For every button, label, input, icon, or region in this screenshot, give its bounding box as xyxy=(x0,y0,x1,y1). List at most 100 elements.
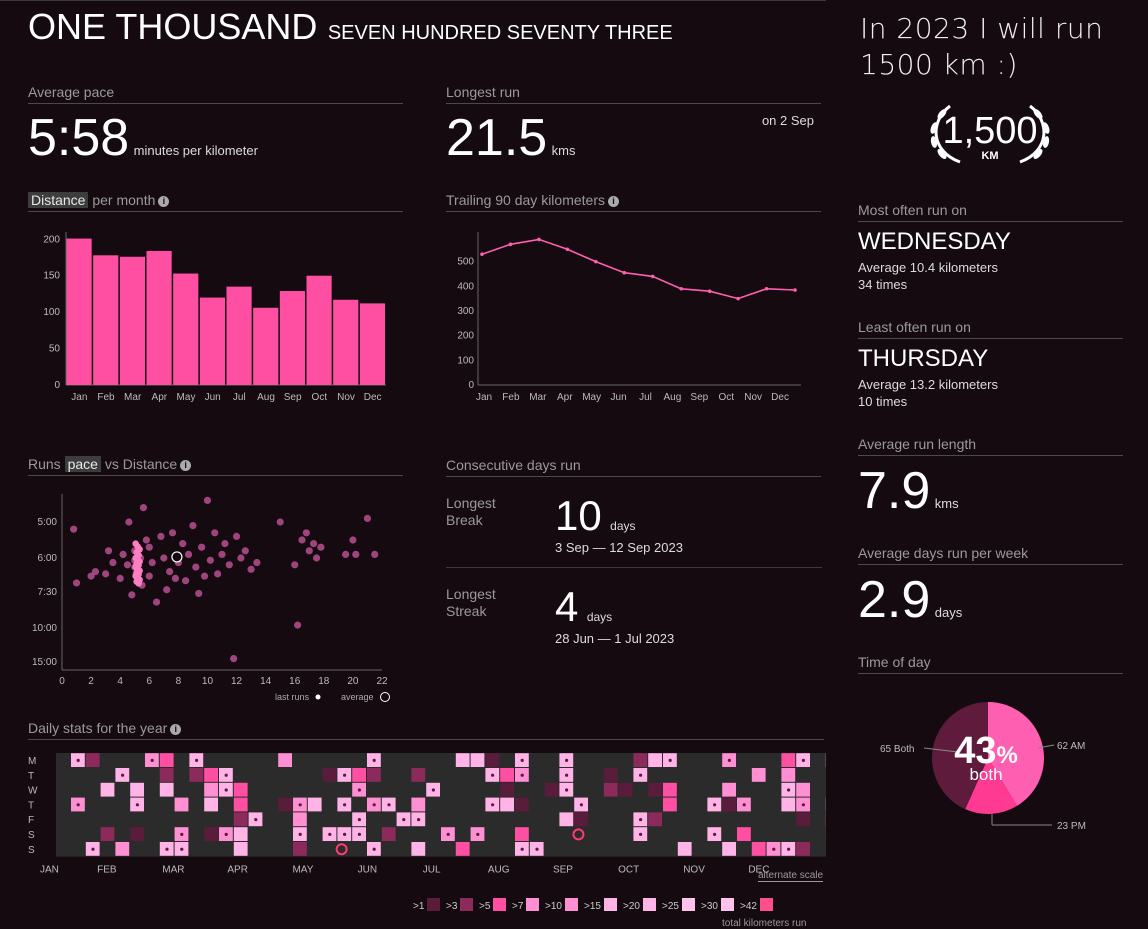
bar[interactable] xyxy=(147,251,172,385)
heatmap-cell[interactable] xyxy=(308,798,322,812)
heatmap-cell[interactable] xyxy=(604,783,618,797)
scatter-point[interactable] xyxy=(124,561,131,568)
scatter-point[interactable] xyxy=(102,570,109,577)
scatter-point[interactable] xyxy=(192,563,199,570)
heatmap-cell[interactable] xyxy=(130,827,144,841)
pace-toggle[interactable]: pace xyxy=(65,456,101,472)
scatter-point[interactable] xyxy=(201,573,208,580)
heatmap-cell[interactable] xyxy=(411,768,425,782)
line-point[interactable] xyxy=(651,275,655,279)
line-point[interactable] xyxy=(566,247,570,251)
scatter-point[interactable] xyxy=(342,551,349,558)
heatmap-cell[interactable] xyxy=(722,798,736,812)
heatmap-cell[interactable] xyxy=(411,842,425,856)
line-point[interactable] xyxy=(622,271,626,275)
heatmap-cell[interactable] xyxy=(545,783,559,797)
heatmap-cell[interactable] xyxy=(234,798,248,812)
bar[interactable] xyxy=(173,274,198,385)
heatmap-cell[interactable] xyxy=(234,827,248,841)
heatmap-cell[interactable] xyxy=(160,768,174,782)
line-point[interactable] xyxy=(537,238,541,242)
heatmap-cell[interactable] xyxy=(574,812,588,826)
scatter-point[interactable] xyxy=(303,529,310,536)
scatter-point[interactable] xyxy=(163,586,170,593)
heatmap-cell[interactable] xyxy=(722,783,736,797)
scatter-point[interactable] xyxy=(204,497,211,504)
heatmap-cell[interactable] xyxy=(633,753,647,767)
scatter-point[interactable] xyxy=(172,575,179,582)
scatter-point[interactable] xyxy=(294,622,301,629)
scatter-point[interactable] xyxy=(73,579,80,586)
scatter-point[interactable] xyxy=(160,554,167,561)
heatmap-cell[interactable] xyxy=(130,783,144,797)
heatmap-cell[interactable] xyxy=(367,768,381,782)
heatmap-cell[interactable] xyxy=(648,753,662,767)
heatmap-cell[interactable] xyxy=(204,768,218,782)
scatter-point[interactable] xyxy=(214,570,221,577)
scatter-point[interactable] xyxy=(146,544,153,551)
heatmap-cell[interactable] xyxy=(323,768,337,782)
heatmap-cell[interactable] xyxy=(234,842,248,856)
heatmap-cell[interactable] xyxy=(752,842,766,856)
info-icon[interactable]: i xyxy=(608,196,619,207)
scatter-point-recent[interactable] xyxy=(135,580,141,586)
scatter-point[interactable] xyxy=(140,504,147,511)
heatmap-cell[interactable] xyxy=(515,827,529,841)
heatmap-cell[interactable] xyxy=(411,798,425,812)
bar[interactable] xyxy=(360,303,385,385)
scatter-point[interactable] xyxy=(179,540,186,547)
scatter-point[interactable] xyxy=(364,515,371,522)
scatter-point[interactable] xyxy=(253,559,260,566)
heatmap-cell[interactable] xyxy=(737,827,751,841)
scatter-point[interactable] xyxy=(119,551,126,558)
heatmap-cell[interactable] xyxy=(663,798,677,812)
heatmap-cell[interactable] xyxy=(160,783,174,797)
scatter-point[interactable] xyxy=(92,568,99,575)
heatmap-cell[interactable] xyxy=(559,812,573,826)
scatter-point[interactable] xyxy=(182,577,189,584)
scatter-point[interactable] xyxy=(207,557,214,564)
line-point[interactable] xyxy=(679,287,683,291)
line-point[interactable] xyxy=(509,243,513,247)
heatmap-cell[interactable] xyxy=(456,842,470,856)
bar[interactable] xyxy=(253,308,278,385)
heatmap-cell[interactable] xyxy=(619,783,633,797)
scatter-point[interactable] xyxy=(125,518,132,525)
scatter-point[interactable] xyxy=(226,561,233,568)
heatmap-cell[interactable] xyxy=(234,812,248,826)
heatmap-cell[interactable] xyxy=(781,753,795,767)
scatter-point[interactable] xyxy=(198,544,205,551)
heatmap-cell[interactable] xyxy=(204,783,218,797)
heatmap-cell[interactable] xyxy=(678,842,692,856)
heatmap-cell[interactable] xyxy=(160,753,174,767)
line-point[interactable] xyxy=(736,297,740,301)
scatter-point[interactable] xyxy=(128,591,135,598)
bar[interactable] xyxy=(120,257,145,385)
bar[interactable] xyxy=(200,298,225,385)
heatmap-cell[interactable] xyxy=(648,783,662,797)
info-icon[interactable]: i xyxy=(158,196,169,207)
scatter-point[interactable] xyxy=(247,566,254,573)
scatter-point[interactable] xyxy=(306,547,313,554)
scatter-point[interactable] xyxy=(109,559,116,566)
heatmap-cell[interactable] xyxy=(101,827,115,841)
heatmap-cell[interactable] xyxy=(204,827,218,841)
heatmap-cell[interactable] xyxy=(500,798,514,812)
heatmap-cell[interactable] xyxy=(604,768,618,782)
scatter-point[interactable] xyxy=(185,551,192,558)
scatter-point[interactable] xyxy=(70,526,77,533)
scatter-point[interactable] xyxy=(371,551,378,558)
scatter-point[interactable] xyxy=(352,551,359,558)
scatter-point[interactable] xyxy=(242,547,249,554)
scatter-point[interactable] xyxy=(233,533,240,540)
heatmap-cell[interactable] xyxy=(352,768,366,782)
line-point[interactable] xyxy=(765,287,769,291)
scatter-point[interactable] xyxy=(157,533,164,540)
heatmap-cell[interactable] xyxy=(456,753,470,767)
info-icon[interactable]: i xyxy=(180,460,191,471)
distance-toggle[interactable]: Distance xyxy=(28,192,88,208)
heatmap-cell[interactable] xyxy=(781,798,795,812)
heatmap-cell[interactable] xyxy=(485,753,499,767)
bar[interactable] xyxy=(280,291,305,385)
scatter-point[interactable] xyxy=(313,554,320,561)
